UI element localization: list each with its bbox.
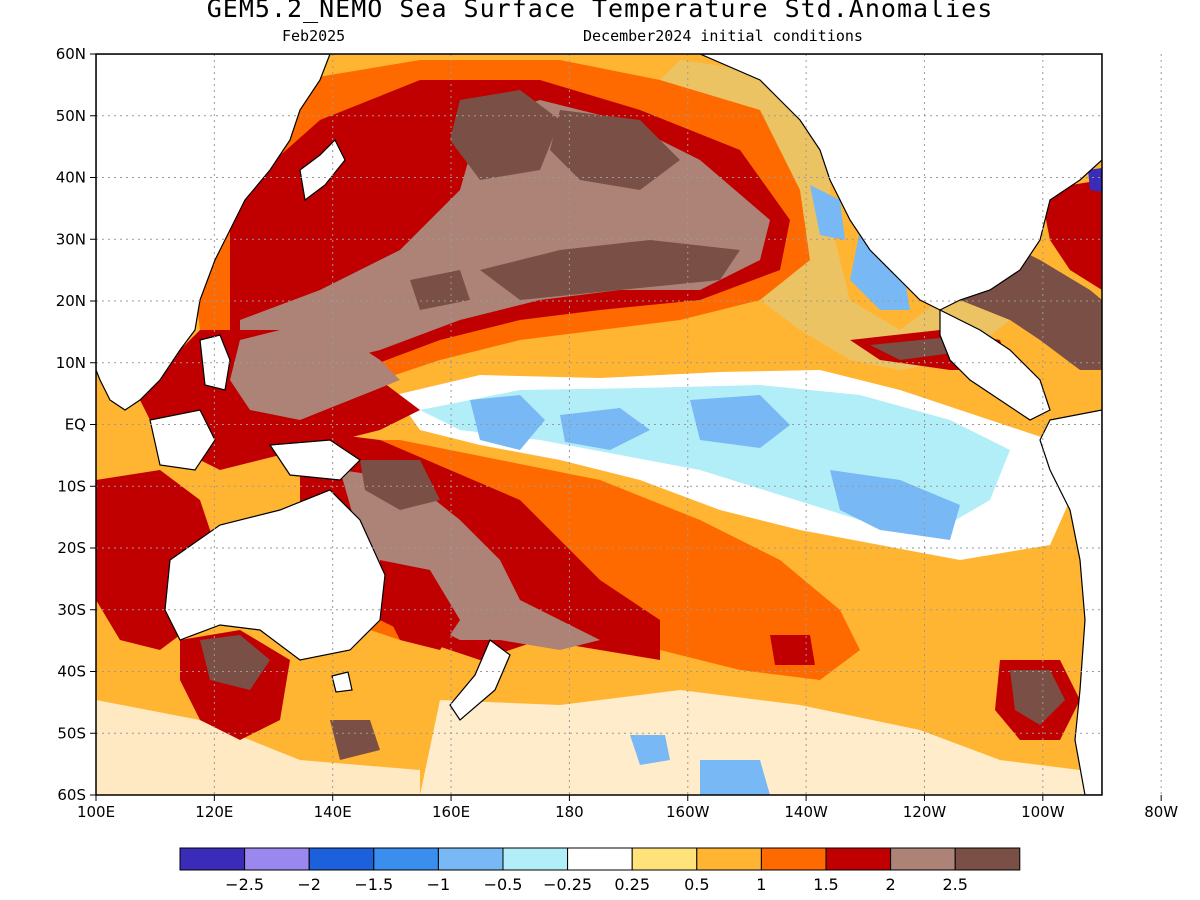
lat-label: 20S bbox=[57, 539, 86, 557]
colorbar-swatch bbox=[244, 847, 310, 871]
land-tasmania bbox=[331, 671, 353, 693]
land-australia bbox=[164, 489, 386, 661]
atlantic-hot bbox=[1040, 180, 1102, 290]
land-philippines bbox=[199, 334, 231, 391]
colorbar-label: −0.25 bbox=[543, 875, 592, 894]
colorbar-label: 2.5 bbox=[942, 875, 967, 894]
colorbar-label: −0.5 bbox=[484, 875, 523, 894]
colorbar-label: −2 bbox=[297, 875, 321, 894]
colorbar-swatch bbox=[696, 847, 762, 871]
colorbar-swatch bbox=[502, 847, 569, 871]
extreme-north-1 bbox=[450, 90, 560, 180]
land-newguinea bbox=[268, 439, 361, 481]
lon-label: 100W bbox=[1021, 803, 1065, 821]
lat-label: 30N bbox=[56, 230, 86, 248]
lon-label: 120E bbox=[195, 803, 233, 821]
colorbar-swatch bbox=[437, 847, 504, 871]
colorbar-swatch bbox=[760, 847, 827, 871]
colorbar-swatch bbox=[373, 847, 439, 871]
lat-label: 40N bbox=[56, 169, 86, 187]
southwest-extreme bbox=[200, 635, 270, 690]
colorbar-label: −1.5 bbox=[354, 875, 393, 894]
lon-label: 100E bbox=[77, 803, 115, 821]
map-title: GEM5.2_NEMO Sea Surface Temperature Std.… bbox=[206, 0, 994, 23]
init-conditions-label: December2024 initial conditions bbox=[583, 27, 863, 45]
axis-labels: 60N50N40N30N20N10NEQ10S20S30S40S50S60S10… bbox=[56, 45, 1179, 821]
colorbar-swatch bbox=[308, 847, 375, 871]
colorbar-swatch bbox=[179, 847, 246, 871]
colorbar-label: 0.5 bbox=[684, 875, 709, 894]
land-north-america bbox=[699, 54, 1102, 311]
lat-label: EQ bbox=[65, 416, 86, 434]
lat-label: 60N bbox=[56, 45, 86, 63]
atlantic-cold bbox=[1088, 168, 1102, 192]
lat-label: 10S bbox=[57, 477, 86, 495]
south-cold-1 bbox=[630, 735, 670, 765]
colorbar-label: −1 bbox=[427, 875, 451, 894]
colorbar-swatch bbox=[567, 847, 633, 871]
east-hot-3 bbox=[770, 635, 815, 665]
cold-core-6 bbox=[810, 185, 845, 240]
cold-core-1 bbox=[470, 395, 545, 450]
colorbar-label: 1.5 bbox=[813, 875, 838, 894]
tasman-hot bbox=[380, 560, 460, 650]
colorbar-label: 1 bbox=[756, 875, 766, 894]
cold-core-2 bbox=[560, 408, 650, 450]
lon-label: 140W bbox=[784, 803, 828, 821]
colorbar-label: −2.5 bbox=[225, 875, 264, 894]
southwest-white bbox=[96, 700, 420, 795]
lon-label: 120W bbox=[903, 803, 947, 821]
lat-label: 40S bbox=[57, 663, 86, 681]
lon-label: 140E bbox=[314, 803, 352, 821]
lon-label: 180 bbox=[555, 803, 584, 821]
land-japan bbox=[299, 138, 346, 202]
lat-label: 10N bbox=[56, 354, 86, 372]
lon-label: 160E bbox=[432, 803, 470, 821]
extreme-north-2 bbox=[550, 110, 680, 190]
land bbox=[96, 54, 1102, 795]
extreme-north-4 bbox=[410, 270, 470, 310]
lat-label: 30S bbox=[57, 601, 86, 619]
colorbar-label: 0.25 bbox=[614, 875, 650, 894]
lat-label: 60S bbox=[57, 786, 86, 804]
warm-pool-very-hot bbox=[230, 320, 400, 420]
land-central-america bbox=[939, 309, 1051, 421]
lat-label: 20N bbox=[56, 292, 86, 310]
extreme-north-3 bbox=[480, 240, 740, 300]
lat-label: 50N bbox=[56, 107, 86, 125]
extreme-south-1 bbox=[360, 460, 440, 510]
colorbar-swatch bbox=[631, 847, 698, 871]
colorbar-swatch bbox=[954, 847, 1021, 871]
very-hot-south bbox=[340, 470, 600, 650]
lon-label: 160W bbox=[666, 803, 710, 821]
colorbar-swatch bbox=[890, 847, 956, 871]
east-extreme-2 bbox=[1010, 670, 1065, 725]
colorbar: −2.5 −2 −1.5 −1 −0.5 −0.25 0.25 0.5 1 1.5 2 2.5 bbox=[179, 847, 1021, 894]
cold-core-3 bbox=[690, 395, 790, 448]
colorbar-label: 2 bbox=[886, 875, 896, 894]
south-cold-2 bbox=[700, 760, 770, 795]
land-newzealand bbox=[449, 639, 511, 721]
land-asia bbox=[96, 54, 331, 411]
lat-label: 50S bbox=[57, 724, 86, 742]
east-extreme-1 bbox=[870, 338, 960, 360]
lon-label: 80W bbox=[1144, 803, 1178, 821]
south-white-band bbox=[420, 690, 1100, 795]
colorbar-swatch bbox=[825, 847, 892, 871]
cold-core-4 bbox=[830, 470, 960, 540]
south-extreme-2 bbox=[330, 720, 380, 760]
land-south-america bbox=[1039, 409, 1102, 795]
anomaly-field bbox=[96, 54, 1102, 795]
valid-month-label: Feb2025 bbox=[282, 27, 346, 45]
